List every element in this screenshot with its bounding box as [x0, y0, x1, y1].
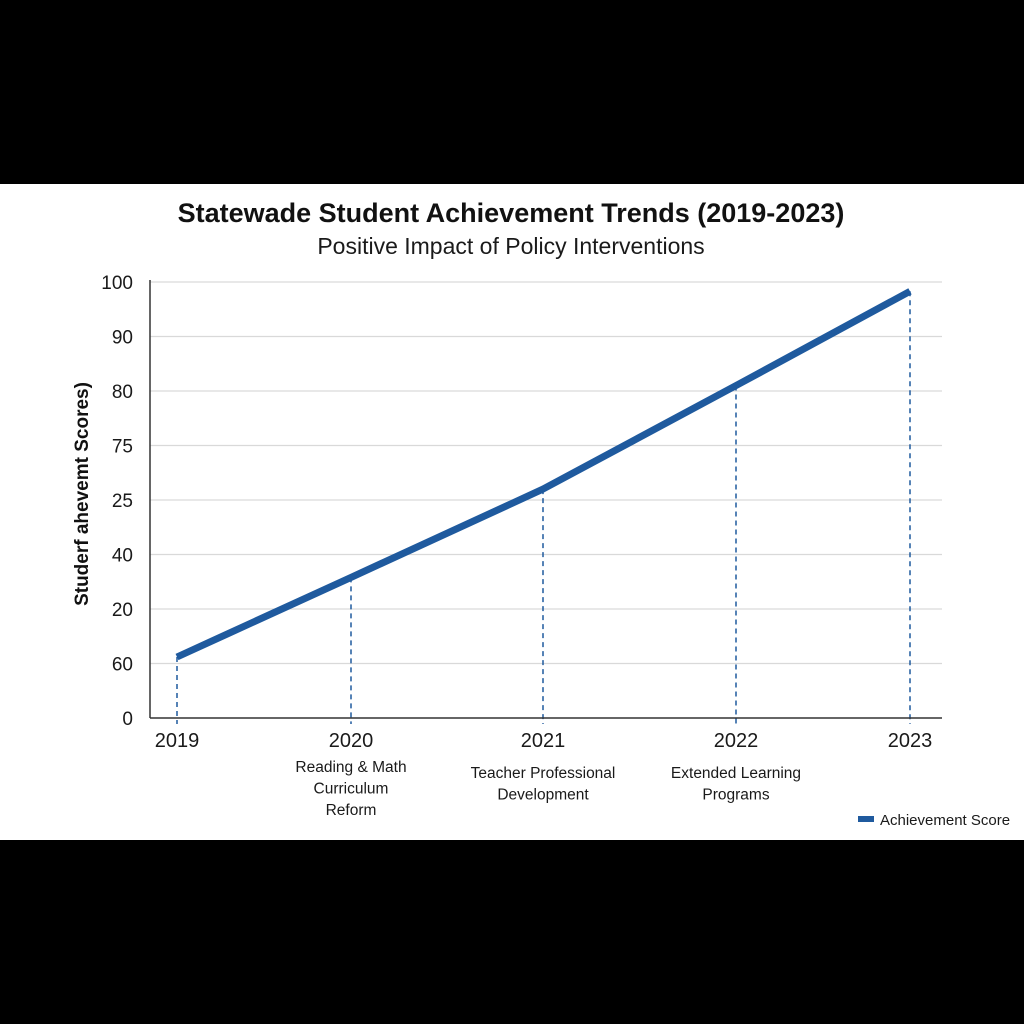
legend-swatch — [858, 816, 874, 822]
annotation-line: Development — [497, 787, 589, 804]
y-tick-label: 75 — [112, 437, 133, 458]
legend-label: Achievement Score — [880, 812, 1010, 829]
axes — [149, 280, 942, 719]
series-lines — [175, 288, 912, 661]
annotation-line: Reading & Math — [295, 759, 406, 776]
y-tick-label: 90 — [112, 328, 133, 349]
x-tick-label: 2021 — [521, 730, 566, 752]
line-chart: Statewade Student Achievement Trends (20… — [72, 198, 1010, 829]
x-axis-ticks: 2019 2020 2021 2022 2023 — [155, 730, 933, 752]
annotations: Reading & Math Curriculum Reform Teacher Pr… — [295, 759, 801, 819]
y-tick-label: 100 — [101, 273, 133, 294]
y-tick-label: 80 — [112, 382, 133, 403]
annotation-line: Curriculum — [314, 781, 389, 798]
x-tick-label: 2022 — [714, 730, 759, 752]
y-tick-label: 20 — [112, 600, 133, 621]
y-tick-label: 40 — [112, 546, 133, 567]
y-axis-ticks: 0 60 20 40 25 75 80 90 100 — [101, 273, 133, 730]
y-axis-label: Studerf ahevemt Scores) — [72, 382, 93, 606]
annotation-line: Extended Learning — [671, 765, 801, 782]
x-tick-label: 2019 — [155, 730, 200, 752]
series-line-achievement-score — [175, 288, 912, 661]
drop-lines — [176, 291, 911, 724]
y-tick-label: 60 — [112, 655, 133, 676]
annotation-line: Programs — [702, 787, 769, 804]
annotation-line: Teacher Professional — [471, 765, 616, 782]
y-tick-label: 25 — [112, 491, 133, 512]
y-tick-label: 0 — [122, 709, 133, 730]
x-tick-label: 2023 — [888, 730, 933, 752]
chart-frame: Statewade Student Achievement Trends (20… — [0, 184, 1024, 840]
chart-title: Statewade Student Achievement Trends (20… — [178, 198, 845, 228]
legend: Achievement Score — [858, 812, 1010, 829]
chart-subtitle: Positive Impact of Policy Interventions — [317, 233, 704, 259]
x-tick-label: 2020 — [329, 730, 374, 752]
annotation-line: Reform — [326, 802, 377, 819]
